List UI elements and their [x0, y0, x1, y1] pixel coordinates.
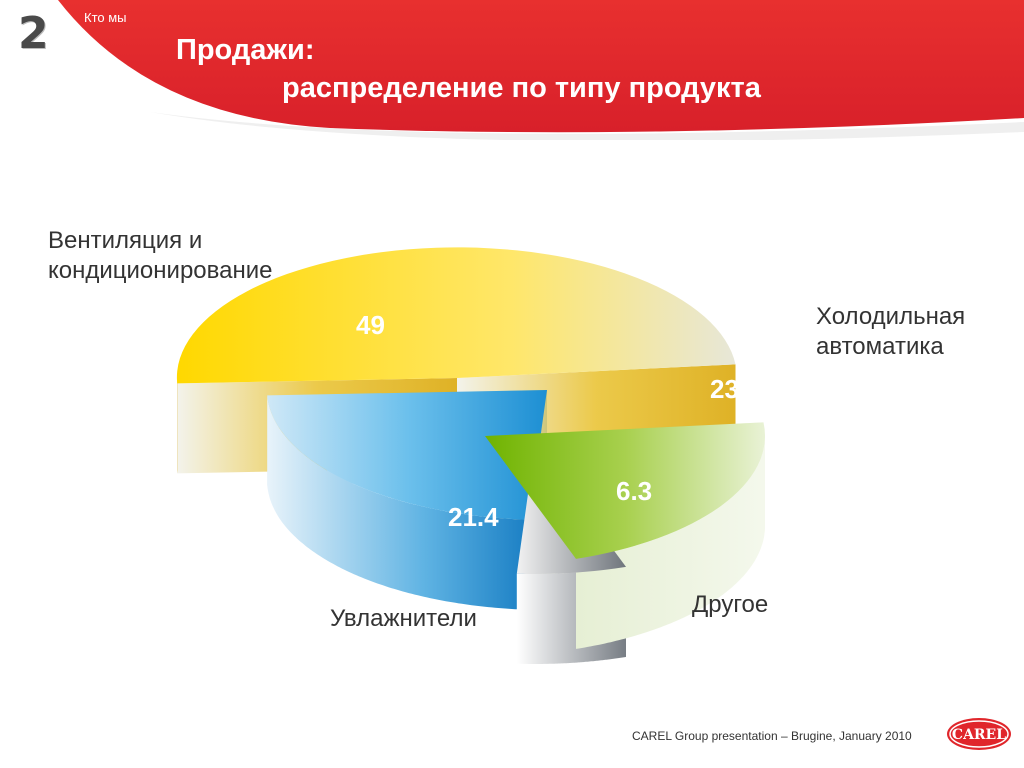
value-label-humidifiers: 21.4: [448, 502, 499, 532]
breadcrumb: Кто мы: [84, 10, 127, 25]
pie-slice-ventilation: [176, 247, 736, 384]
value-label-ventilation: 49: [356, 310, 385, 340]
label-ventilation: Вентиляция и кондиционирование: [48, 226, 272, 286]
label-ventilation-line1: Вентиляция и: [48, 227, 203, 254]
label-other-line1: Другое: [692, 591, 769, 618]
slide-title-line2: распределение по типу продукта: [282, 72, 761, 104]
label-refrigeration-line1: Холодильная: [816, 303, 966, 330]
slide-title-line1: Продажи:: [176, 34, 315, 66]
header-band: [58, 0, 1024, 140]
value-label-refrigeration: 23.3: [710, 374, 761, 404]
label-humidifiers: Увлажнители: [330, 604, 477, 634]
pie-side-humidifiers: [576, 434, 765, 649]
label-ventilation-line2: кондиционирование: [48, 257, 273, 284]
pie-slice-refrigeration: [267, 390, 547, 520]
label-humidifiers-line1: Увлажнители: [330, 605, 477, 632]
svg-text:CAREL: CAREL: [952, 727, 1006, 743]
label-refrigeration: Холодильная автоматика: [816, 302, 965, 362]
value-label-other: 6.3: [616, 476, 653, 506]
footer-text: CAREL Group presentation – Brugine, Janu…: [632, 729, 912, 743]
pie-slice-humidifiers: [485, 422, 766, 559]
label-refrigeration-line2: автоматика: [816, 333, 944, 360]
label-other: Другое: [692, 590, 768, 620]
pie-side-refrigeration: [267, 395, 529, 610]
carel-logo: CAREL: [947, 718, 1011, 750]
section-number: 2: [18, 8, 49, 59]
